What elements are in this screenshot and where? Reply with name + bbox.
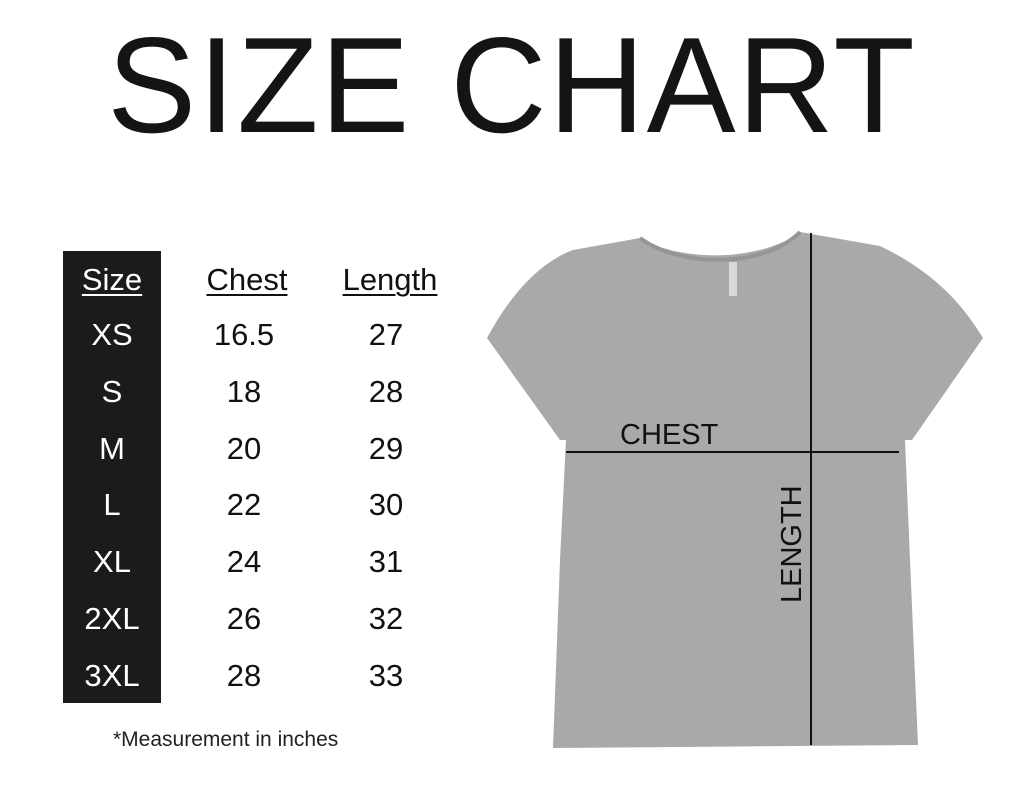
cell-chest: 28 [226,657,262,693]
cell-chest: 20 [226,430,262,466]
measurement-note: *Measurement in inches [113,728,339,751]
cell-chest: 18 [226,373,262,409]
page-title: SIZE CHART [107,9,917,161]
cell-size: S [101,373,123,409]
cell-size: 2XL [84,601,140,636]
cell-size: L [103,487,121,523]
cell-length: 31 [368,544,404,580]
cell-chest: 16.5 [213,317,275,352]
cell-length: 28 [368,373,404,409]
cell-length: 27 [368,317,404,352]
length-label: LENGTH [776,485,808,603]
size-column-background [63,251,161,703]
header-size: Size [81,262,143,297]
tshirt-collar [638,230,802,262]
cell-size: 3XL [84,657,140,693]
tshirt-label-tag [729,262,737,296]
header-chest: Chest [206,262,288,297]
cell-length: 33 [368,657,404,693]
tshirt-shape [487,232,983,748]
cell-chest: 26 [226,601,262,636]
chest-label: CHEST [620,419,719,451]
cell-length: 32 [368,601,404,636]
cell-size: XL [93,544,131,580]
cell-chest: 24 [226,544,262,580]
header-length: Length [342,262,438,297]
cell-size: XS [91,317,133,352]
cell-chest: 22 [226,487,262,523]
cell-length: 29 [368,430,404,466]
cell-size: M [99,430,125,466]
cell-length: 30 [368,487,404,523]
